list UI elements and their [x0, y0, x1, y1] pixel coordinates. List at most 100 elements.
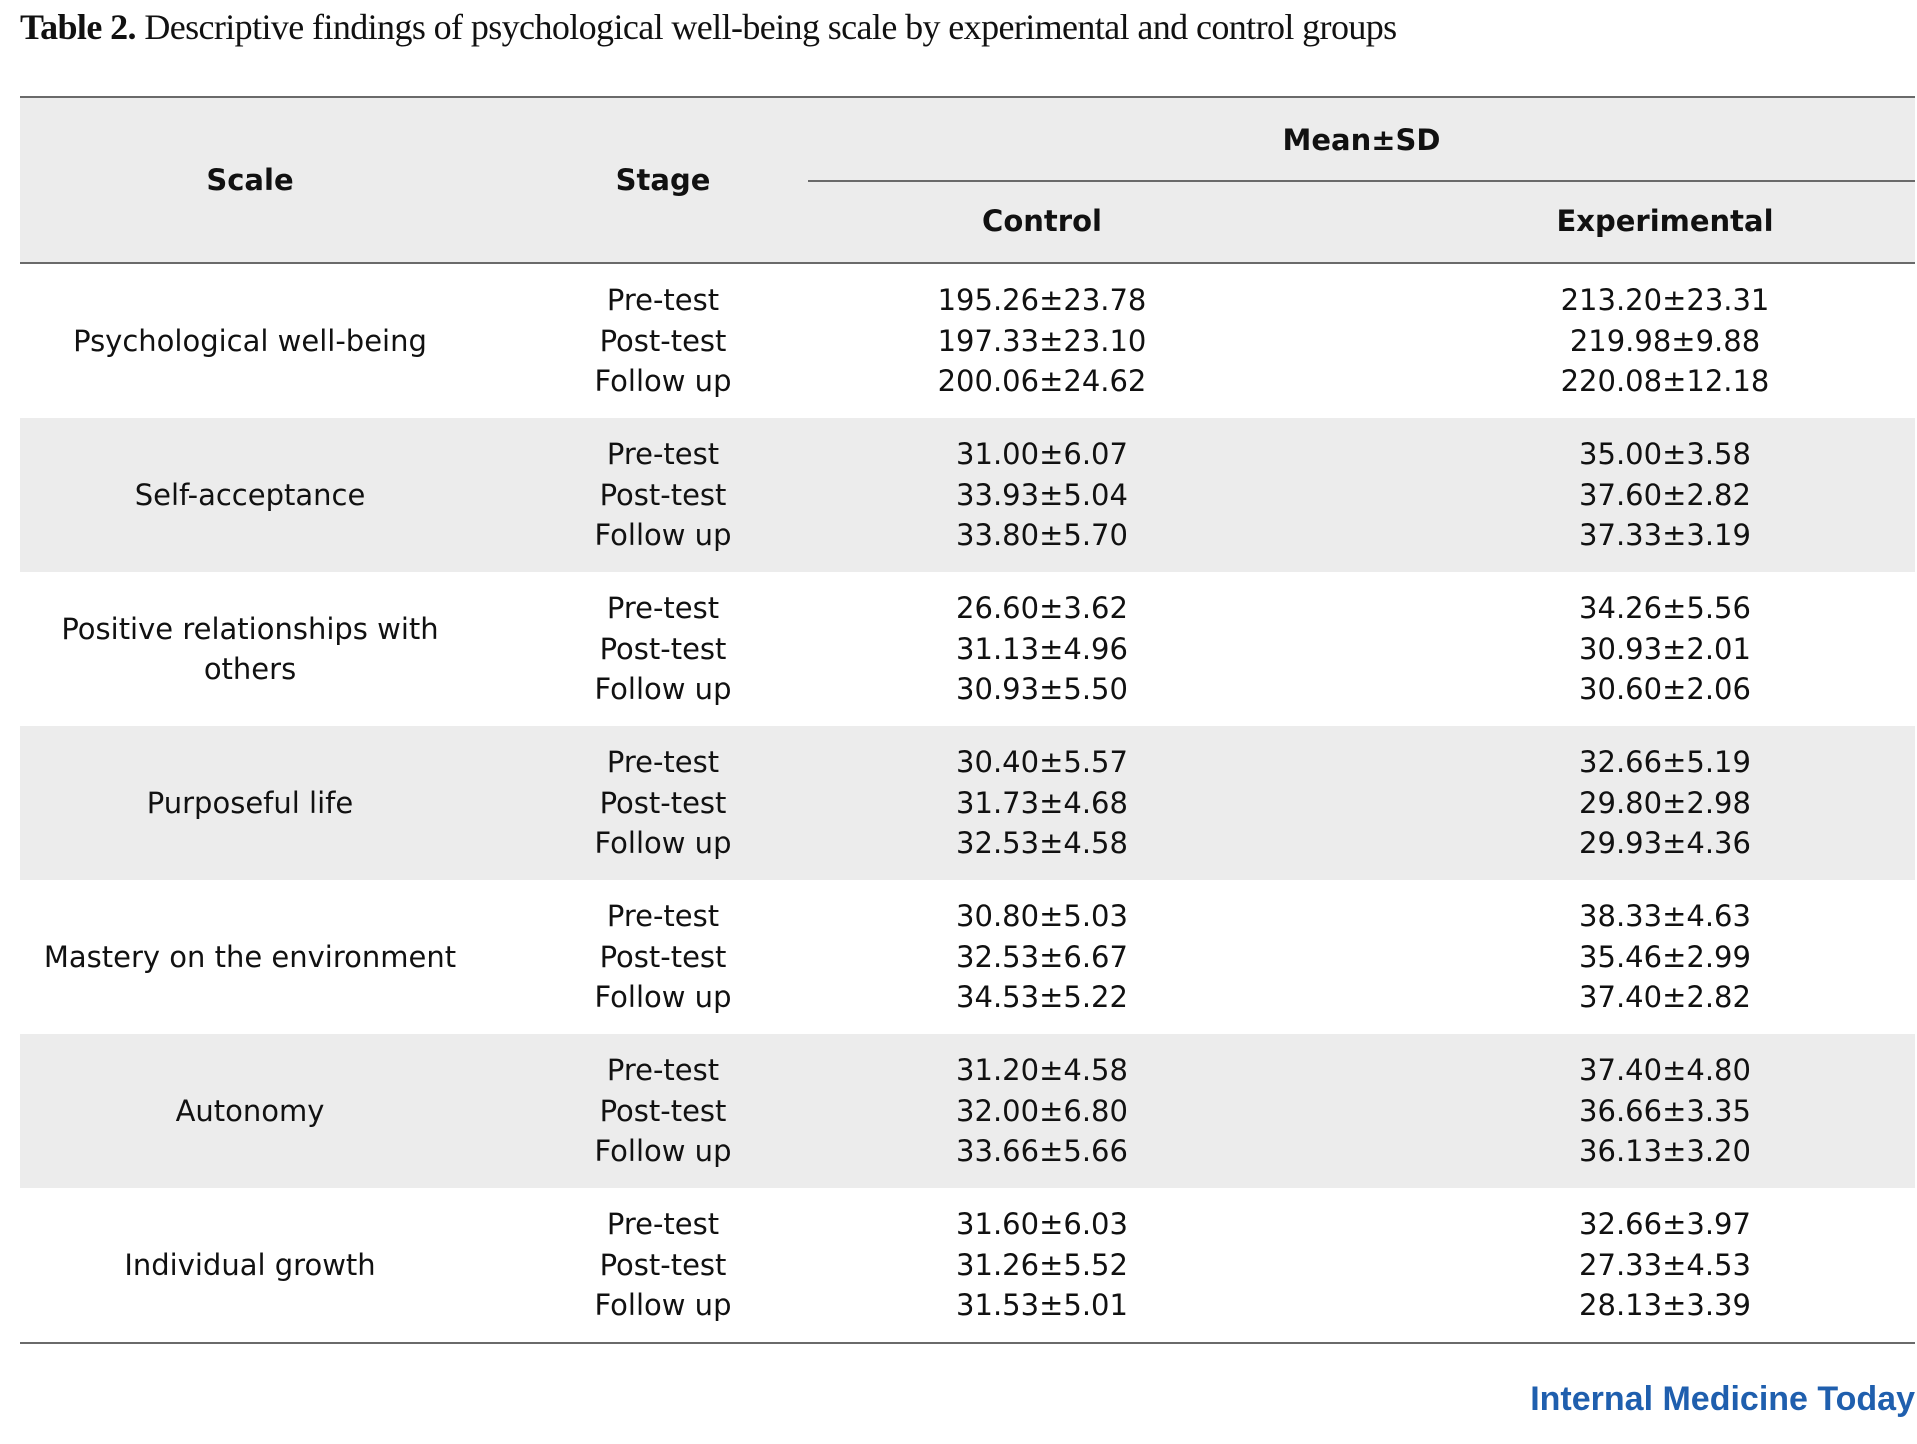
- control-cell: 31.00±6.07 33.93±5.04 33.80±5.70: [892, 418, 1192, 572]
- experimental-value: 37.33±3.19: [1579, 518, 1751, 553]
- control-cell: 30.80±5.03 32.53±6.67 34.53±5.22: [892, 880, 1192, 1034]
- control-value: 31.60±6.03: [956, 1207, 1128, 1242]
- table-row-group: Self-acceptance Pre-test Post-test Follow u…: [20, 418, 1915, 572]
- experimental-value: 36.66±3.35: [1579, 1093, 1751, 1128]
- control-value: 200.06±24.62: [937, 364, 1147, 399]
- table-row-group: Positive relationships with others Pre-te…: [20, 572, 1915, 726]
- control-value: 31.73±4.68: [956, 785, 1128, 820]
- scale-label: Self-acceptance: [134, 477, 366, 512]
- stage-label: Follow up: [594, 518, 732, 553]
- experimental-value: 37.40±4.80: [1579, 1053, 1751, 1088]
- control-value: 197.33±23.10: [937, 323, 1147, 358]
- control-value: 30.93±5.50: [956, 672, 1128, 707]
- experimental-value: 28.13±3.39: [1579, 1288, 1751, 1323]
- control-value: 32.53±6.67: [956, 939, 1128, 974]
- table-row-group: Psychological well-being Pre-test Post-tes…: [20, 264, 1915, 418]
- experimental-value: 29.80±2.98: [1579, 785, 1751, 820]
- experimental-value: 38.33±4.63: [1579, 899, 1751, 934]
- scale-label: Mastery on the environment: [43, 939, 457, 974]
- stage-cell: Pre-test Post-test Follow up: [563, 1034, 763, 1188]
- stage-cell: Pre-test Post-test Follow up: [563, 1188, 763, 1342]
- table-caption: Table 2. Descriptive findings of psychol…: [20, 6, 1397, 48]
- experimental-cell: 32.66±3.97 27.33±4.53 28.13±3.39: [1515, 1188, 1815, 1342]
- stage-label: Pre-test: [606, 899, 720, 934]
- experimental-value: 213.20±23.31: [1560, 283, 1770, 318]
- control-value: 34.53±5.22: [956, 980, 1128, 1015]
- stage-label: Pre-test: [606, 437, 720, 472]
- stage-label: Pre-test: [606, 745, 720, 780]
- stage-label: Follow up: [594, 364, 732, 399]
- table-row-group: Individual growth Pre-test Post-test Follow…: [20, 1188, 1915, 1342]
- header-span-rule: [808, 180, 1915, 182]
- experimental-cell: 38.33±4.63 35.46±2.99 37.40±2.82: [1515, 880, 1815, 1034]
- header-bottom-rule: [20, 262, 1915, 264]
- scale-cell: Autonomy: [20, 1034, 480, 1188]
- control-value: 31.53±5.01: [956, 1288, 1128, 1323]
- stage-cell: Pre-test Post-test Follow up: [563, 264, 763, 418]
- experimental-value: 37.40±2.82: [1579, 980, 1751, 1015]
- experimental-cell: 37.40±4.80 36.66±3.35 36.13±3.20: [1515, 1034, 1815, 1188]
- stage-label: Follow up: [594, 1134, 732, 1169]
- experimental-value: 34.26±5.56: [1579, 591, 1751, 626]
- header-scale: Scale: [206, 163, 294, 197]
- table-top-rule: [20, 96, 1915, 98]
- scale-cell: Positive relationships with others: [20, 572, 480, 726]
- header-stage: Stage: [615, 163, 711, 197]
- stage-label: Pre-test: [606, 283, 720, 318]
- journal-brand: Internal Medicine Today: [1530, 1380, 1915, 1418]
- table-header: Scale Stage Mean±SD Control Experimental: [20, 98, 1915, 262]
- stage-label: Post-test: [599, 785, 727, 820]
- experimental-value: 32.66±3.97: [1579, 1207, 1751, 1242]
- control-value: 33.66±5.66: [956, 1134, 1128, 1169]
- stage-label: Post-test: [599, 1093, 727, 1128]
- control-cell: 195.26±23.78 197.33±23.10 200.06±24.62: [892, 264, 1192, 418]
- table-row-group: Mastery on the environment Pre-test Post-t…: [20, 880, 1915, 1034]
- control-value: 32.53±4.58: [956, 826, 1128, 861]
- experimental-value: 37.60±2.82: [1579, 477, 1751, 512]
- stage-label: Pre-test: [606, 1053, 720, 1088]
- stage-label: Follow up: [594, 826, 732, 861]
- experimental-value: 29.93±4.36: [1579, 826, 1751, 861]
- stage-label: Post-test: [599, 631, 727, 666]
- table-row-group: Autonomy Pre-test Post-test Follow up 31.20±…: [20, 1034, 1915, 1188]
- control-value: 31.26±5.52: [956, 1247, 1128, 1282]
- experimental-value: 32.66±5.19: [1579, 745, 1751, 780]
- scale-cell: Self-acceptance: [20, 418, 480, 572]
- stage-label: Follow up: [594, 1288, 732, 1323]
- control-value: 30.80±5.03: [956, 899, 1128, 934]
- caption-text: Descriptive findings of psychological we…: [135, 7, 1397, 47]
- experimental-cell: 34.26±5.56 30.93±2.01 30.60±2.06: [1515, 572, 1815, 726]
- control-cell: 26.60±3.62 31.13±4.96 30.93±5.50: [892, 572, 1192, 726]
- scale-label: Autonomy: [175, 1093, 325, 1128]
- scale-cell: Psychological well-being: [20, 264, 480, 418]
- control-value: 31.00±6.07: [956, 437, 1128, 472]
- experimental-value: 35.00±3.58: [1579, 437, 1751, 472]
- header-experimental: Experimental: [1556, 204, 1774, 238]
- experimental-value: 30.93±2.01: [1579, 631, 1751, 666]
- experimental-cell: 35.00±3.58 37.60±2.82 37.33±3.19: [1515, 418, 1815, 572]
- experimental-value: 220.08±12.18: [1560, 364, 1770, 399]
- stage-label: Post-test: [599, 323, 727, 358]
- control-value: 31.13±4.96: [956, 631, 1128, 666]
- control-value: 32.00±6.80: [956, 1093, 1128, 1128]
- experimental-value: 30.60±2.06: [1579, 672, 1751, 707]
- experimental-value: 36.13±3.20: [1579, 1134, 1751, 1169]
- experimental-value: 219.98±9.88: [1569, 323, 1761, 358]
- control-value: 195.26±23.78: [937, 283, 1147, 318]
- stage-label: Post-test: [599, 939, 727, 974]
- scale-label: Individual growth: [124, 1247, 376, 1282]
- control-cell: 31.20±4.58 32.00±6.80 33.66±5.66: [892, 1034, 1192, 1188]
- stage-cell: Pre-test Post-test Follow up: [563, 572, 763, 726]
- stage-label: Pre-test: [606, 591, 720, 626]
- table-bottom-rule: [20, 1342, 1915, 1344]
- stage-cell: Pre-test Post-test Follow up: [563, 726, 763, 880]
- control-value: 31.20±4.58: [956, 1053, 1128, 1088]
- control-value: 30.40±5.57: [956, 745, 1128, 780]
- stage-label: Follow up: [594, 672, 732, 707]
- control-value: 26.60±3.62: [956, 591, 1128, 626]
- table-row-group: Purposeful life Pre-test Post-test Follow u…: [20, 726, 1915, 880]
- scale-label: Positive relationships with others: [61, 611, 439, 687]
- stage-cell: Pre-test Post-test Follow up: [563, 418, 763, 572]
- stage-cell: Pre-test Post-test Follow up: [563, 880, 763, 1034]
- scale-cell: Mastery on the environment: [20, 880, 480, 1034]
